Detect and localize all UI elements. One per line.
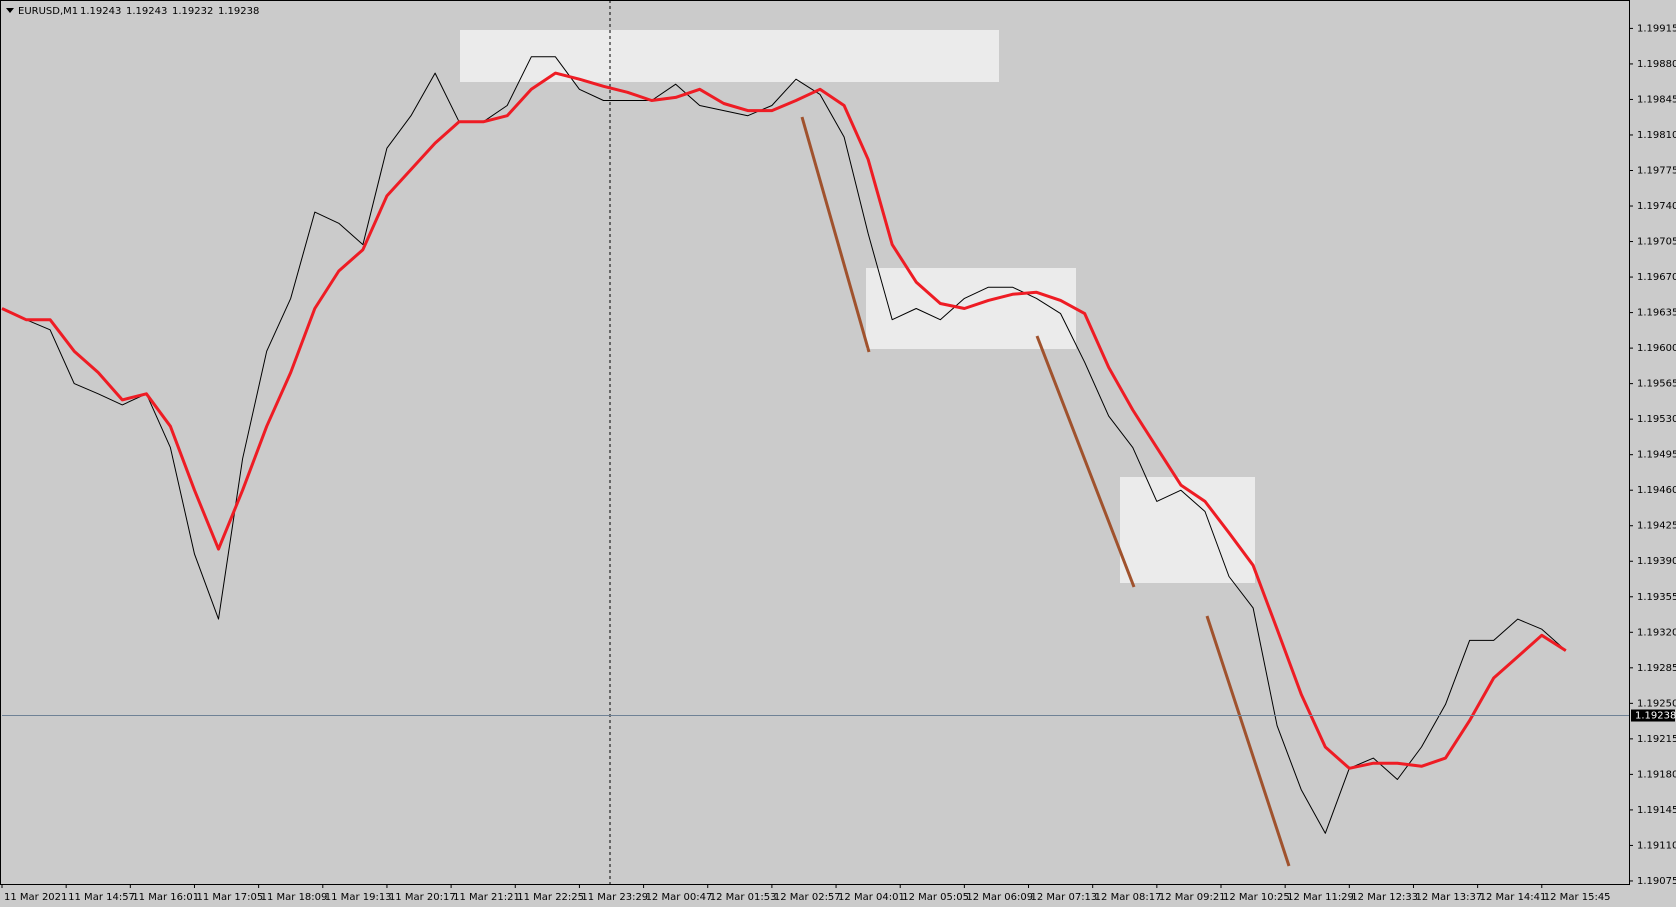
close: 1.19238: [218, 6, 259, 17]
y-tick-label: 1.19390: [1637, 556, 1676, 567]
x-tick-label: 11 Mar 19:13: [325, 892, 392, 903]
x-tick-label: 12 Mar 00:47: [646, 892, 713, 903]
y-tick-label: 1.19740: [1637, 201, 1676, 212]
y-tick-label: 1.19600: [1637, 343, 1676, 354]
y-tick-label: 1.19705: [1637, 237, 1676, 248]
x-tick-label: 11 Mar 14:57: [68, 892, 135, 903]
trend-line: [800, 116, 871, 353]
y-tick-label: 1.19320: [1637, 627, 1676, 638]
x-tick-label: 11 Mar 16:01: [132, 892, 199, 903]
y-tick-label: 1.19145: [1637, 805, 1676, 816]
y-tick-label: 1.19915: [1637, 23, 1676, 34]
x-tick-label: 12 Mar 02:57: [774, 892, 841, 903]
trend-line: [1205, 615, 1291, 867]
price-line: [1, 71, 1567, 770]
x-tick-label: 11 Mar 2021: [4, 892, 67, 903]
x-tick-label: 12 Mar 11:29: [1287, 892, 1354, 903]
current-price-box: [1631, 709, 1675, 722]
y-tick-label: 1.19250: [1637, 698, 1676, 709]
x-tick-label: 11 Mar 22:25: [517, 892, 584, 903]
y-tick-label: 1.19775: [1637, 165, 1676, 176]
x-tick-label: 11 Mar 18:09: [261, 892, 328, 903]
y-tick-label: 1.19425: [1637, 521, 1676, 532]
low: 1.19232: [172, 6, 213, 17]
y-tick-label: 1.19075: [1637, 876, 1676, 887]
y-tick-label: 1.19215: [1637, 734, 1676, 745]
menu-arrow[interactable]: [6, 8, 14, 13]
y-tick-label: 1.19845: [1637, 94, 1676, 105]
y-tick-label: 1.19880: [1637, 59, 1676, 70]
symbol: EURUSD,M1: [18, 6, 78, 17]
x-tick-label: 12 Mar 07:13: [1031, 892, 1098, 903]
x-tick-label: 11 Mar 21:21: [453, 892, 520, 903]
x-tick-label: 12 Mar 15:45: [1544, 892, 1611, 903]
price-line: [1, 56, 1567, 834]
x-tick-label: 12 Mar 01:53: [710, 892, 777, 903]
current-price-label: 1.19238: [1635, 711, 1676, 722]
x-tick-label: 12 Mar 05:05: [902, 892, 969, 903]
x-tick-label: 11 Mar 17:05: [196, 892, 263, 903]
y-tick-label: 1.19495: [1637, 450, 1676, 461]
y-tick-label: 1.19635: [1637, 308, 1676, 319]
x-tick-label: 12 Mar 14:41: [1480, 892, 1547, 903]
trend-line: [1035, 335, 1136, 588]
x-tick-label: 12 Mar 08:17: [1095, 892, 1162, 903]
x-tick-label: 12 Mar 09:21: [1159, 892, 1226, 903]
zone-box: [460, 30, 999, 82]
y-tick-label: 1.19110: [1637, 840, 1676, 851]
y-tick-label: 1.19565: [1637, 379, 1676, 390]
zone-box: [866, 268, 1076, 349]
plot-frame: [0, 0, 1630, 885]
x-tick-label: 12 Mar 13:37: [1415, 892, 1482, 903]
y-tick-label: 1.19285: [1637, 663, 1676, 674]
x-tick-label: 11 Mar 20:17: [389, 892, 456, 903]
y-tick-label: 1.19810: [1637, 130, 1676, 141]
x-tick-label: 12 Mar 12:33: [1351, 892, 1418, 903]
x-tick-label: 12 Mar 04:01: [838, 892, 905, 903]
x-tick-label: 12 Mar 10:25: [1223, 892, 1290, 903]
y-tick-label: 1.19670: [1637, 272, 1676, 283]
high: 1.19243: [126, 6, 167, 17]
x-tick-label: 12 Mar 06:09: [966, 892, 1033, 903]
y-tick-label: 1.19180: [1637, 769, 1676, 780]
x-tick-label: 11 Mar 23:29: [581, 892, 648, 903]
y-tick-label: 1.19355: [1637, 592, 1676, 603]
zone-box: [1120, 477, 1255, 583]
open: 1.19243: [80, 6, 121, 17]
y-tick-label: 1.19460: [1637, 485, 1676, 496]
y-tick-label: 1.19530: [1637, 414, 1676, 425]
